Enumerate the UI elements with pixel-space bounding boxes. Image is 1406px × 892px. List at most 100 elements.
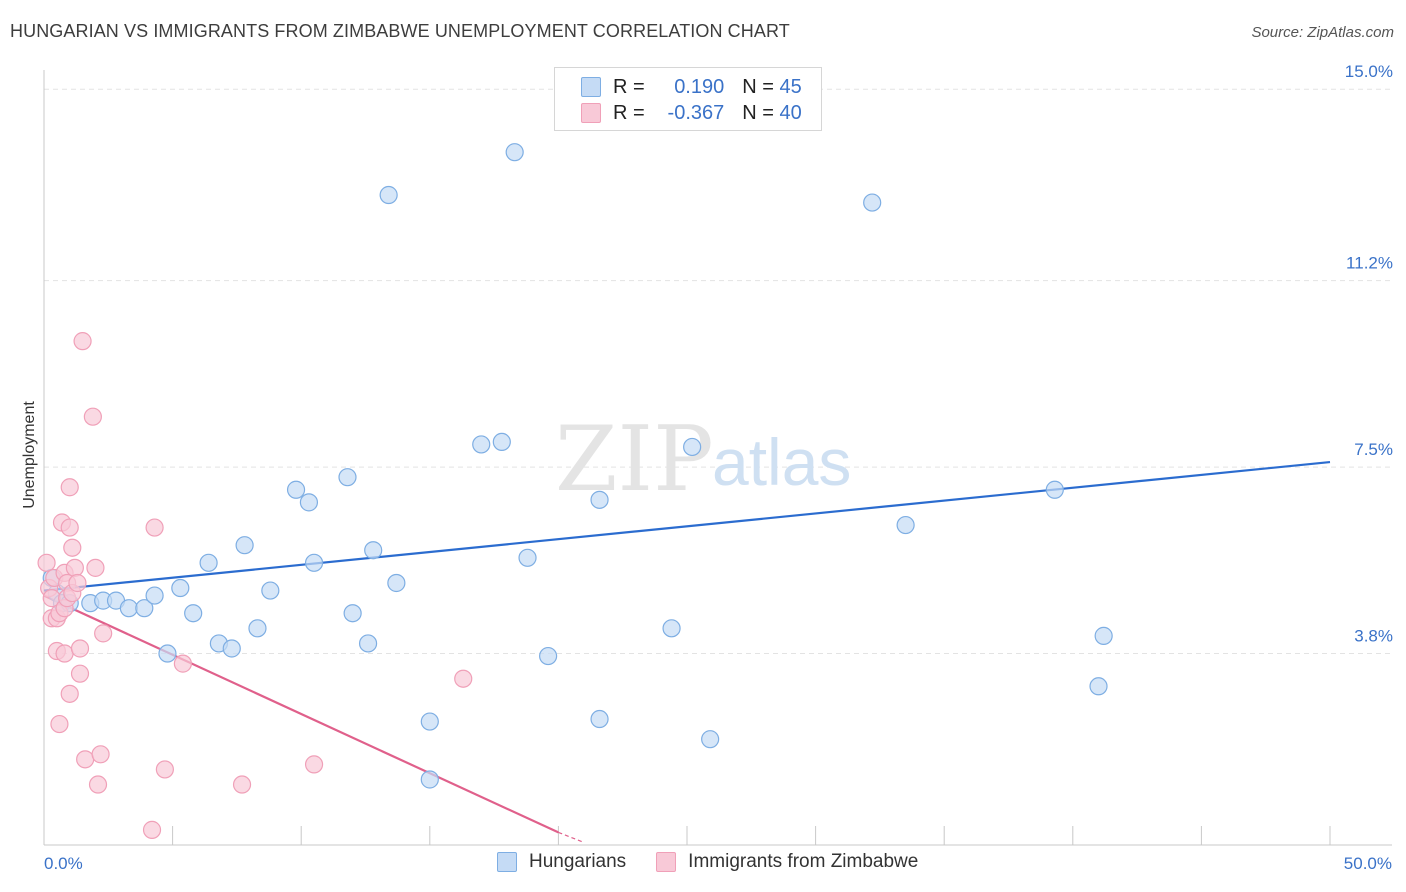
point-zimbabwe[interactable]	[88, 775, 108, 794]
legend-label-zimbabwe: Immigrants from Zimbabwe	[688, 851, 919, 872]
point-zimbabwe[interactable]	[68, 573, 87, 593]
point-hungarians[interactable]	[171, 578, 190, 598]
y-tick-labels: 3.8% 7.5% 11.2% 15.0%	[1345, 62, 1393, 645]
point-zimbabwe[interactable]	[70, 639, 90, 658]
legend-r-label: R =	[613, 101, 645, 124]
point-hungarians[interactable]	[539, 646, 558, 666]
point-hungarians[interactable]	[364, 541, 383, 560]
x-tick-label-max: 50.0%	[1344, 854, 1392, 873]
legend-swatch-pink	[581, 103, 601, 123]
watermark-zip: ZIP	[555, 407, 714, 512]
point-zimbabwe[interactable]	[73, 332, 92, 351]
point-hungarians[interactable]	[304, 553, 324, 572]
point-hungarians[interactable]	[1094, 626, 1113, 645]
point-zimbabwe[interactable]	[145, 518, 164, 537]
point-hungarians[interactable]	[235, 536, 254, 555]
series-legend: Hungarians Immigrants from Zimbabwe	[497, 851, 948, 873]
point-zimbabwe[interactable]	[155, 760, 174, 779]
point-zimbabwe[interactable]	[50, 714, 69, 734]
point-hungarians[interactable]	[387, 573, 406, 593]
point-hungarians[interactable]	[1089, 677, 1108, 696]
point-zimbabwe[interactable]	[91, 745, 110, 764]
watermark: ZIP atlas	[555, 407, 851, 512]
point-zimbabwe[interactable]	[55, 644, 74, 663]
point-hungarians[interactable]	[863, 193, 882, 212]
point-hungarians[interactable]	[492, 432, 511, 452]
legend-item-zimbabwe[interactable]: Immigrants from Zimbabwe	[656, 851, 918, 873]
y-axis-label: Unemployment	[21, 401, 38, 509]
point-hungarians[interactable]	[472, 435, 491, 454]
point-zimbabwe[interactable]	[60, 684, 79, 703]
point-hungarians[interactable]	[338, 468, 357, 487]
point-zimbabwe[interactable]	[83, 407, 102, 426]
point-hungarians[interactable]	[518, 548, 537, 567]
trendline-extension-1	[558, 831, 585, 844]
point-hungarians[interactable]	[662, 619, 681, 638]
legend-r-label: R =	[613, 75, 645, 98]
chart-title: HUNGARIAN VS IMMIGRANTS FROM ZIMBABWE UN…	[10, 21, 790, 41]
legend-swatch-blue	[497, 852, 517, 872]
point-zimbabwe[interactable]	[65, 558, 84, 577]
point-hungarians[interactable]	[299, 493, 319, 512]
y-tick-label: 7.5%	[1354, 440, 1393, 459]
y-tick-label: 3.8%	[1354, 627, 1393, 646]
point-hungarians[interactable]	[590, 709, 609, 729]
point-hungarians[interactable]	[184, 604, 203, 623]
point-hungarians[interactable]	[343, 604, 362, 623]
legend-item-hungarians[interactable]: Hungarians	[497, 851, 626, 873]
point-hungarians[interactable]	[1045, 480, 1064, 499]
point-hungarians[interactable]	[248, 619, 267, 638]
point-hungarians[interactable]	[286, 480, 306, 499]
point-hungarians[interactable]	[199, 553, 218, 572]
legend-swatch-pink	[656, 852, 677, 872]
point-hungarians[interactable]	[505, 143, 524, 162]
watermark-atlas: atlas	[712, 425, 851, 499]
point-zimbabwe[interactable]	[173, 654, 192, 673]
correlation-legend: R = 0.190 N = 45 R = -0.367 N = 40	[554, 67, 822, 131]
legend-label-hungarians: Hungarians	[529, 851, 627, 872]
y-tick-label: 11.2%	[1346, 254, 1393, 273]
point-hungarians[interactable]	[701, 730, 720, 749]
point-zimbabwe[interactable]	[142, 820, 162, 839]
point-hungarians[interactable]	[145, 586, 164, 605]
point-hungarians[interactable]	[420, 712, 439, 731]
point-hungarians[interactable]	[683, 437, 702, 457]
source-label: Source: ZipAtlas.com	[1251, 24, 1394, 41]
point-hungarians[interactable]	[379, 185, 398, 205]
point-zimbabwe[interactable]	[304, 755, 324, 774]
point-zimbabwe[interactable]	[63, 538, 82, 557]
point-zimbabwe[interactable]	[232, 775, 252, 794]
x-tick-marks	[172, 826, 1331, 845]
point-hungarians[interactable]	[261, 581, 280, 600]
trendline-1	[43, 594, 559, 834]
legend-n-label: N =	[742, 101, 774, 124]
x-tick-label-min: 0.0%	[44, 854, 83, 873]
legend-row-zimbabwe: R = -0.367 N = 40	[581, 100, 802, 126]
point-zimbabwe[interactable]	[94, 624, 113, 643]
y-tick-label: 15.0%	[1345, 62, 1393, 81]
point-hungarians[interactable]	[158, 644, 177, 663]
point-zimbabwe[interactable]	[76, 750, 95, 769]
legend-r-value: 0.190	[674, 75, 725, 98]
point-zimbabwe[interactable]	[37, 553, 56, 572]
point-zimbabwe[interactable]	[454, 669, 473, 688]
point-hungarians[interactable]	[119, 599, 138, 618]
point-hungarians[interactable]	[420, 770, 439, 789]
point-zimbabwe[interactable]	[60, 478, 79, 497]
legend-n-value: 40	[779, 101, 802, 124]
gridlines	[44, 88, 1392, 655]
data-points	[37, 82, 1113, 839]
legend-r-value: -0.367	[667, 101, 725, 124]
legend-n-value: 45	[779, 75, 802, 98]
point-hungarians[interactable]	[896, 515, 915, 535]
point-zimbabwe[interactable]	[86, 558, 105, 577]
legend-n-label: N =	[742, 75, 774, 98]
point-zimbabwe[interactable]	[70, 664, 90, 683]
point-hungarians[interactable]	[222, 639, 241, 658]
legend-swatch-blue	[581, 77, 601, 97]
point-hungarians[interactable]	[135, 599, 154, 618]
legend-row-hungarians: R = 0.190 N = 45	[581, 74, 802, 100]
point-hungarians[interactable]	[358, 634, 378, 653]
point-hungarians[interactable]	[590, 490, 609, 509]
point-zimbabwe[interactable]	[60, 518, 79, 537]
